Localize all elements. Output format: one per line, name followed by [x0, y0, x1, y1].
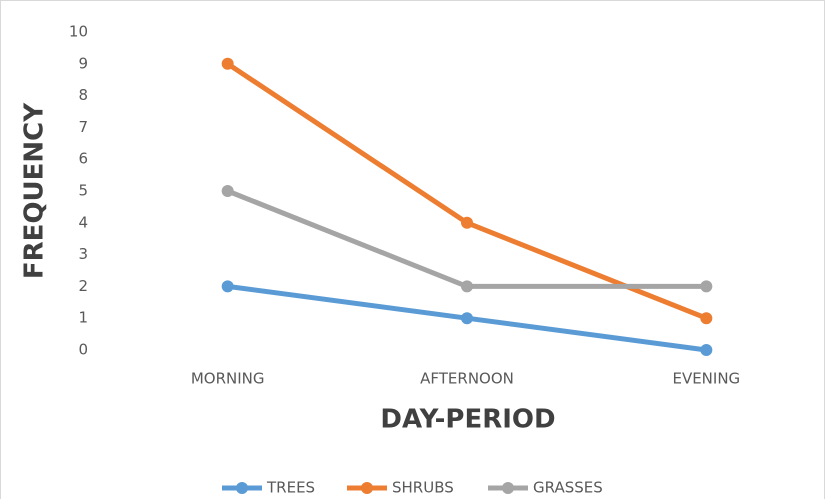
legend-marker [236, 482, 248, 494]
x-axis-title: DAY-PERIOD [380, 405, 555, 435]
y-tick-label: 6 [78, 150, 88, 168]
y-axis-title: FREQUENCY [20, 102, 50, 279]
data-point [221, 280, 234, 293]
legend-label: TREES [266, 479, 315, 497]
y-tick-label: 5 [78, 182, 88, 200]
legend-marker [502, 482, 514, 494]
x-tick-label: MORNING [191, 370, 265, 388]
data-point [700, 344, 713, 356]
y-tick-label: 7 [78, 118, 88, 136]
y-tick-label: 9 [78, 54, 88, 72]
y-tick-label: 0 [78, 341, 88, 359]
y-tick-label: 10 [69, 23, 88, 41]
legend-label: GRASSES [533, 479, 603, 497]
data-point [700, 280, 713, 293]
x-tick-label: EVENING [672, 370, 740, 388]
y-tick-label: 3 [78, 245, 88, 263]
y-tick-label: 4 [78, 213, 88, 231]
legend-marker [361, 482, 373, 494]
data-point [700, 312, 713, 325]
x-tick-label: AFTERNOON [420, 370, 514, 388]
y-tick-label: 8 [78, 86, 88, 104]
data-point [221, 185, 234, 197]
legend-label: SHRUBS [392, 479, 454, 497]
y-tick-label: 2 [78, 277, 88, 295]
data-point [461, 312, 473, 325]
data-point [221, 57, 234, 70]
data-point [461, 216, 473, 229]
y-tick-label: 1 [78, 309, 88, 327]
data-point [461, 280, 473, 293]
